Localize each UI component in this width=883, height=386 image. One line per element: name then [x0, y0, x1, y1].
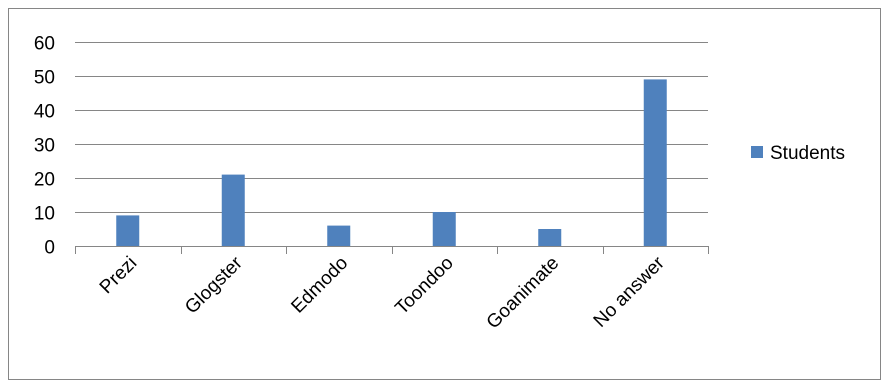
- legend-swatch-students: [751, 146, 763, 158]
- bar-goanimate: [538, 229, 562, 246]
- y-tick-label: 30: [34, 136, 55, 157]
- y-tick-label: 50: [34, 68, 55, 89]
- bar-edmodo: [327, 225, 351, 246]
- chart-border: [8, 8, 881, 380]
- legend: Students: [751, 143, 845, 164]
- legend-label-students: Students: [770, 143, 845, 164]
- y-tick-label: 20: [34, 170, 55, 191]
- y-tick-label: 60: [34, 34, 55, 55]
- y-axis-tick-labels: 0 10 20 30 40 50 60: [34, 34, 55, 259]
- y-tick-label: 40: [34, 102, 55, 123]
- bar-prezi: [116, 215, 140, 246]
- bar-no-answer: [643, 79, 667, 247]
- y-tick-label: 0: [44, 238, 55, 259]
- bar-glogster: [221, 174, 245, 246]
- x-axis: [75, 246, 709, 254]
- bar-toondoo: [432, 212, 456, 246]
- y-tick-label: 10: [34, 204, 55, 225]
- gridlines: [75, 42, 708, 213]
- bars: [116, 79, 667, 247]
